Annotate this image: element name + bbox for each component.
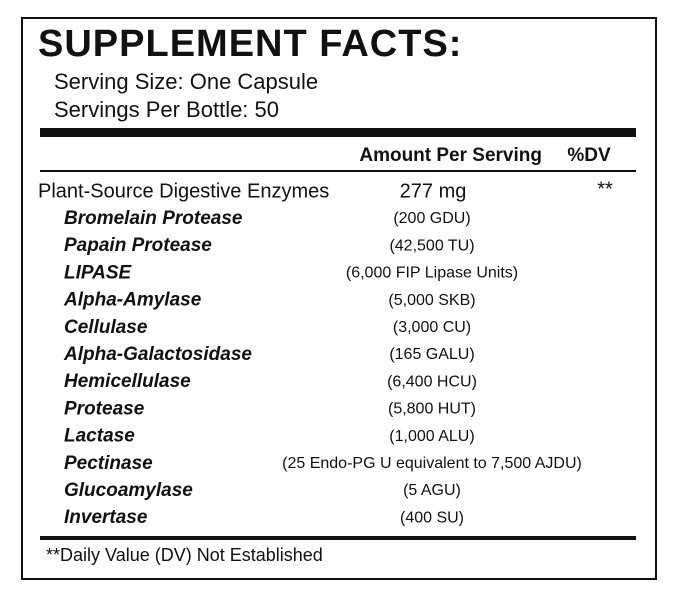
ingredient-name: Invertase bbox=[64, 507, 148, 528]
rule bbox=[40, 170, 636, 172]
ingredient-name: Cellulase bbox=[64, 317, 148, 338]
main-amount: 277 mg bbox=[400, 180, 467, 202]
ingredient-amount: (1,000 ALU) bbox=[389, 428, 474, 445]
column-header: %DV bbox=[567, 145, 611, 166]
ingredient-amount: (3,000 CU) bbox=[393, 319, 471, 336]
ingredient-name: Alpha-Galactosidase bbox=[63, 344, 252, 365]
ingredient-name: Bromelain Protease bbox=[64, 208, 243, 229]
thick-rule bbox=[40, 128, 636, 137]
ingredient-name: LIPASE bbox=[64, 262, 133, 283]
servings-per-bottle: Servings Per Bottle: 50 bbox=[54, 97, 279, 122]
ingredient-name: Hemicellulase bbox=[64, 371, 191, 392]
border bbox=[21, 17, 657, 580]
ingredient-amount: (165 GALU) bbox=[389, 346, 474, 363]
ingredient-name: Pectinase bbox=[64, 453, 153, 474]
title: SUPPLEMENT FACTS: bbox=[38, 23, 462, 65]
ingredient-amount: (42,500 TU) bbox=[389, 237, 474, 254]
ingredient-amount: (25 Endo-PG U equivalent to 7,500 AJDU) bbox=[282, 455, 582, 472]
main-name: Plant-Source Digestive Enzymes bbox=[38, 180, 329, 202]
ingredient-amount: (200 GDU) bbox=[393, 210, 470, 227]
main-dv: ** bbox=[597, 178, 613, 200]
ingredient-amount: (6,400 HCU) bbox=[387, 373, 477, 390]
ingredient-amount: (5,000 SKB) bbox=[388, 292, 475, 309]
ingredient-amount: (5 AGU) bbox=[403, 482, 461, 499]
ingredient-name: Lactase bbox=[64, 426, 135, 447]
serving-size: Serving Size: One Capsule bbox=[54, 69, 318, 94]
column-header: Amount Per Serving bbox=[359, 145, 542, 166]
footnote: **Daily Value (DV) Not Established bbox=[46, 545, 323, 565]
ingredient-name: Glucoamylase bbox=[64, 480, 193, 501]
bottom-rule bbox=[40, 536, 636, 540]
ingredient-amount: (6,000 FIP Lipase Units) bbox=[346, 265, 518, 282]
ingredient-name: Papain Protease bbox=[64, 235, 212, 256]
ingredient-amount: (5,800 HUT) bbox=[388, 401, 476, 418]
ingredient-name: Protease bbox=[64, 398, 145, 419]
ingredient-name: Alpha-Amylase bbox=[63, 290, 202, 311]
ingredient-amount: (400 SU) bbox=[400, 509, 464, 526]
